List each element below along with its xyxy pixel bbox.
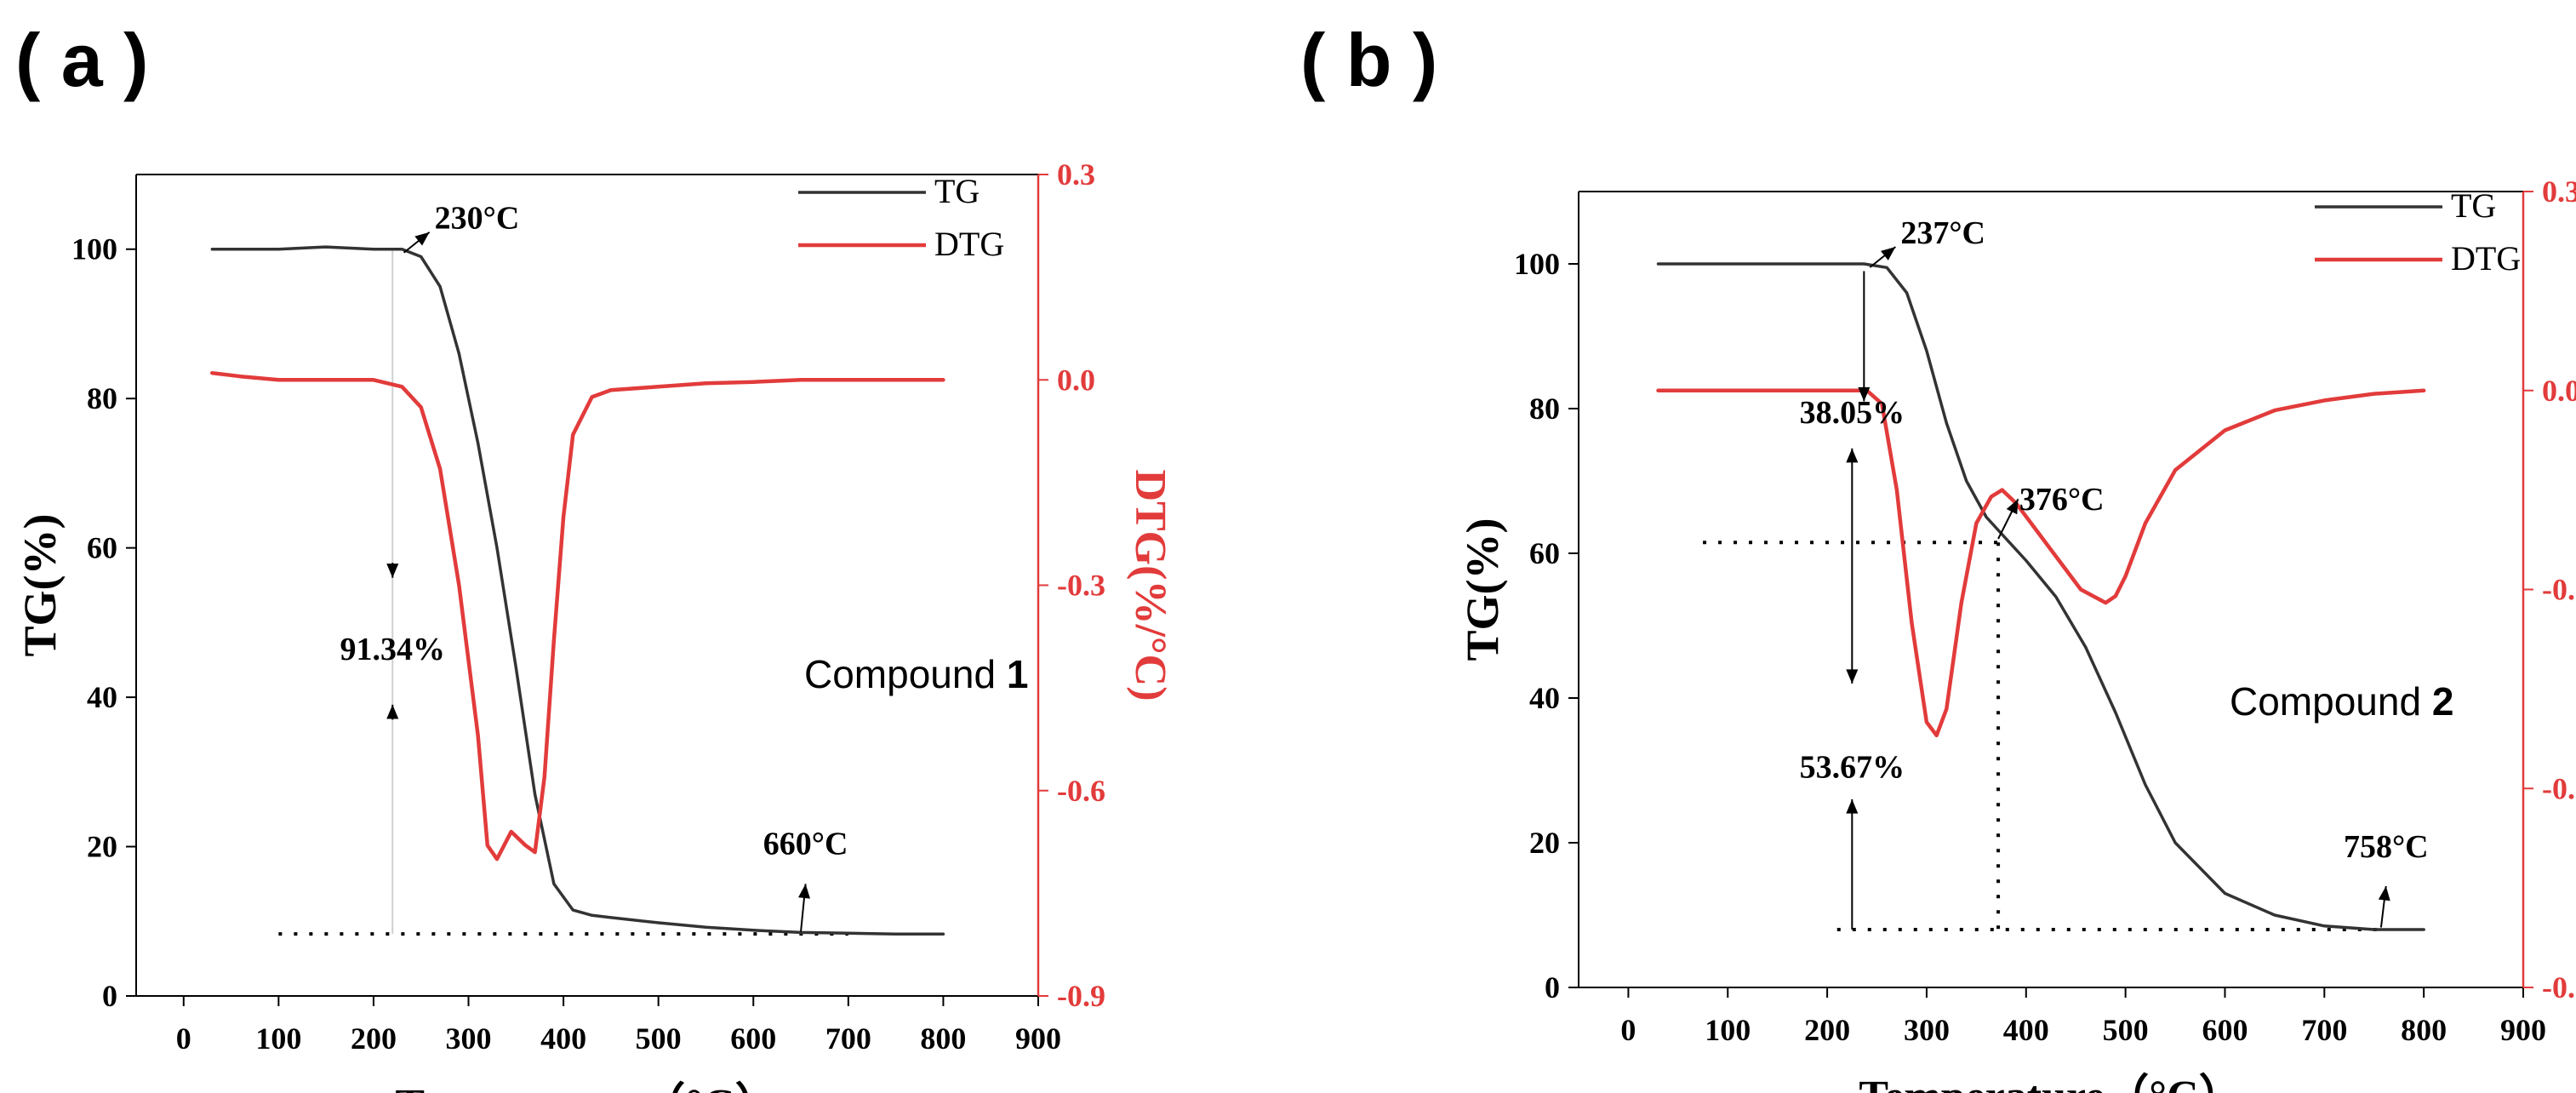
annotation-arrow-up-head <box>386 704 399 719</box>
panel-label-b: ( b ) <box>1300 18 1438 102</box>
x-tick-label: 900 <box>2500 1013 2546 1047</box>
x-tick-label: 300 <box>1904 1013 1950 1047</box>
x-tick-label: 700 <box>2301 1013 2347 1047</box>
annotation-arrow-758-head <box>2378 886 2390 901</box>
y-tick-label: 80 <box>1529 392 1560 426</box>
chart-b-svg: 0 100 200 300 400 500 600 700 800 900 0 20 40 60 80 100… <box>1457 175 2576 1093</box>
x-tick-label: 100 <box>255 1021 301 1056</box>
y-tick-label: 20 <box>1529 826 1560 860</box>
y2-tick-label: -0.3 <box>2542 573 2576 607</box>
annotation-arrow-230-head <box>414 232 430 246</box>
annotation-arrow-660-head <box>798 884 810 899</box>
annotation-758c: 758°C <box>2344 829 2429 865</box>
series-line-dtg <box>210 370 945 861</box>
y2-tick-label: -0.9 <box>2542 970 2576 1004</box>
y-tick-label: 0 <box>1545 970 1560 1004</box>
annotation-arrow-down-head <box>386 564 399 578</box>
x-tick-label: 900 <box>1015 1021 1061 1056</box>
y-tick-label: 80 <box>87 381 117 415</box>
x-tick-label: 400 <box>2003 1013 2049 1047</box>
series-line-tg <box>210 245 945 936</box>
annotation-376c: 376°C <box>2019 482 2105 518</box>
x-tick-label: 0 <box>1620 1013 1636 1047</box>
annotation-arrow-38-down-head <box>1858 386 1871 402</box>
legend-label-dtg: DTG <box>2451 239 2521 278</box>
chart-panel-a: ( a ) 0 100 200 300 400 500 600 700 800 900 0 20 40 6… <box>0 0 1277 1093</box>
x-tick-label: 700 <box>825 1021 871 1056</box>
panel-label-a: ( a ) <box>15 18 149 102</box>
compound-number: 2 <box>2432 679 2454 724</box>
compound-number: 1 <box>1007 652 1029 696</box>
annotation-237c: 237°C <box>1900 215 1985 251</box>
annotation-arrow-38-up-head <box>1846 448 1859 463</box>
x-axis-label: Temperature（°C） <box>1859 1072 2242 1093</box>
series-line-tg <box>1656 262 2425 931</box>
y2-tick-label: -0.6 <box>1057 774 1105 808</box>
annotation-230c: 230°C <box>435 201 520 237</box>
x-tick-label: 600 <box>730 1021 776 1056</box>
chart-panel-b: ( b ) 0 100 200 300 400 500 600 700 800 900 0 20 40 6… <box>1285 0 2576 1093</box>
annotation-660c: 660°C <box>763 826 848 861</box>
x-axis-label: Temperature（°C） <box>395 1080 779 1093</box>
series-line-dtg <box>1656 388 2426 738</box>
y-tick-label: 40 <box>87 680 117 714</box>
x-tick-label: 200 <box>351 1021 397 1056</box>
y-tick-label: 100 <box>71 232 117 266</box>
annotation-91-34: 91.34% <box>340 632 446 667</box>
legend-label-tg: TG <box>2451 186 2496 225</box>
x-tick-label: 400 <box>540 1021 586 1056</box>
y2-tick-label: 0.0 <box>1057 363 1095 397</box>
y2-axis-label: DTG(%/°C) <box>1126 469 1174 701</box>
x-tick-label: 0 <box>176 1021 191 1056</box>
annotation-arrow-237-head <box>1881 247 1896 260</box>
y2-tick-label: 0.3 <box>1057 157 1095 192</box>
y-tick-label: 60 <box>1529 536 1560 570</box>
annotation-arrow-53-up-head <box>1846 799 1859 814</box>
y2-tick-label: 0.3 <box>2542 175 2576 209</box>
legend-label-tg: TG <box>934 172 980 210</box>
x-tick-label: 300 <box>446 1021 492 1056</box>
annotation-arrow-53-down-head <box>1846 669 1859 684</box>
y-tick-label: 20 <box>87 830 117 864</box>
x-tick-label: 800 <box>920 1021 966 1056</box>
y2-tick-label: -0.9 <box>1057 979 1105 1013</box>
x-tick-label: 200 <box>1804 1013 1850 1047</box>
y-tick-label: 40 <box>1529 681 1560 715</box>
x-tick-label: 600 <box>2202 1013 2248 1047</box>
x-tick-label: 500 <box>636 1021 682 1056</box>
annotation-38-05: 38.05% <box>1800 395 1905 431</box>
y2-tick-label: -0.3 <box>1057 569 1105 603</box>
chart-a-svg: 0 100 200 300 400 500 600 700 800 900 0 20 40 60 80 100… <box>14 157 1174 1093</box>
y2-tick-label: -0.6 <box>2542 771 2576 805</box>
y-axis-label: TG(%) <box>1457 518 1508 661</box>
compound-label: Compound 1 <box>804 652 1028 696</box>
compound-label: Compound 2 <box>2230 679 2453 724</box>
y-tick-label: 100 <box>1514 247 1560 281</box>
legend-label-dtg: DTG <box>934 225 1004 263</box>
y2-tick-label: 0.0 <box>2542 374 2576 408</box>
y-axis-label: TG(%) <box>14 514 66 657</box>
x-tick-label: 800 <box>2401 1013 2447 1047</box>
x-tick-label: 500 <box>2103 1013 2149 1047</box>
y-tick-label: 60 <box>87 531 117 565</box>
x-tick-label: 100 <box>1705 1013 1751 1047</box>
annotation-53-67: 53.67% <box>1800 750 1905 786</box>
annotation-arrow-376-head <box>2006 499 2019 515</box>
y-tick-label: 0 <box>102 979 117 1013</box>
